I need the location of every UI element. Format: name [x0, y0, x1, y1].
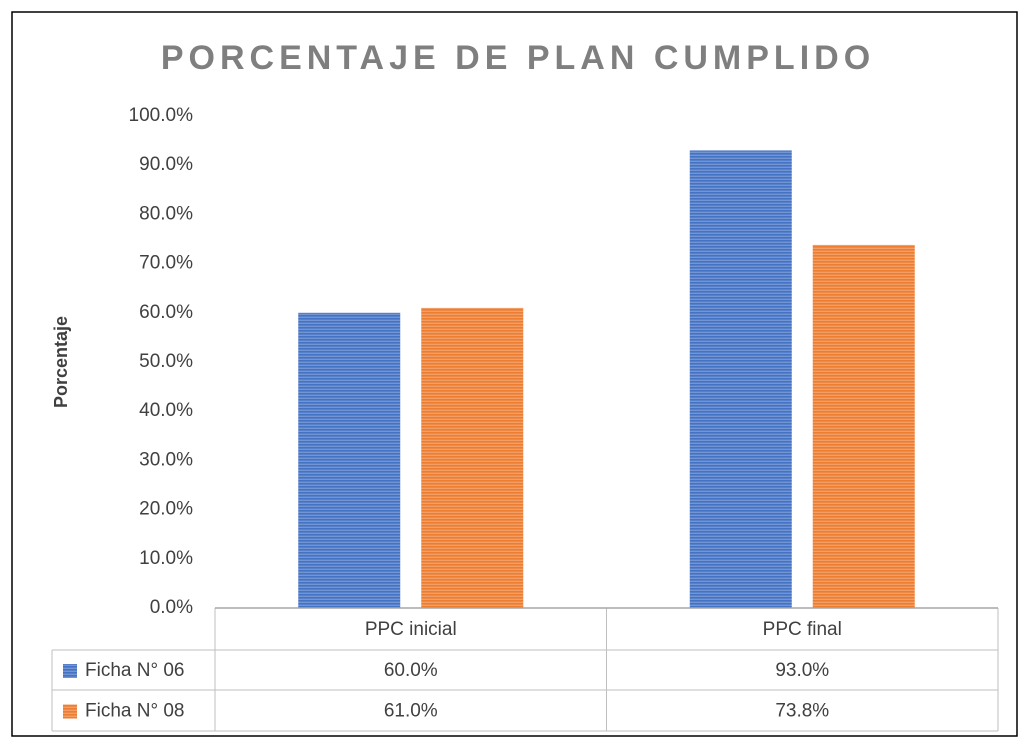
y-tick-label: 60.0% — [139, 302, 193, 323]
table-value: 61.0% — [384, 701, 438, 722]
table-value: 93.0% — [775, 660, 829, 681]
table-value: 60.0% — [384, 660, 438, 681]
y-tick-label: 90.0% — [139, 154, 193, 175]
y-tick-label: 10.0% — [139, 548, 193, 569]
y-tick-label: 50.0% — [139, 351, 193, 372]
y-axis-label: Porcentaje — [51, 316, 71, 408]
x-tick-label: PPC final — [763, 619, 842, 640]
y-tick-label: 0.0% — [150, 597, 193, 618]
y-tick-label: 100.0% — [129, 105, 194, 126]
y-tick-label: 30.0% — [139, 449, 193, 470]
table-value: 73.8% — [775, 701, 829, 722]
bar — [421, 307, 524, 608]
bar — [298, 312, 401, 608]
legend-label: Ficha N° 06 — [85, 660, 184, 681]
legend-swatch — [63, 664, 77, 678]
legend-label: Ficha N° 08 — [85, 701, 184, 722]
y-tick-label: 20.0% — [139, 499, 193, 520]
x-tick-label: PPC inicial — [365, 619, 457, 640]
bar — [812, 244, 915, 609]
chart-title: PORCENTAJE DE PLAN CUMPLIDO — [161, 39, 875, 77]
legend-swatch — [63, 704, 77, 719]
bar — [689, 150, 792, 608]
y-tick-label: 80.0% — [139, 203, 193, 224]
y-tick-label: 40.0% — [139, 400, 193, 421]
y-tick-label: 70.0% — [139, 253, 193, 274]
